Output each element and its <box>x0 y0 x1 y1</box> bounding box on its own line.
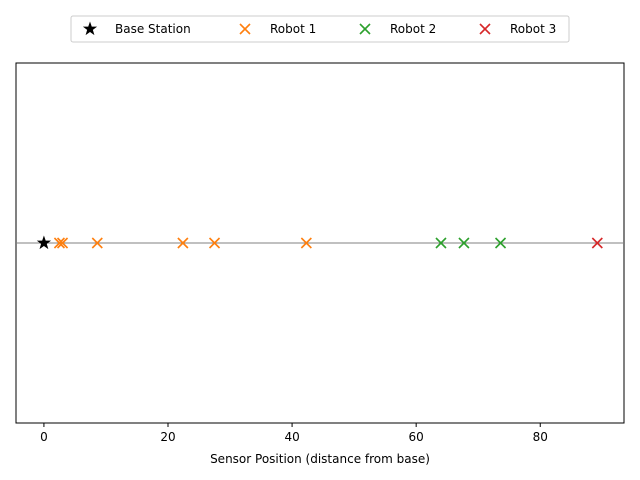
robot-3-point <box>591 237 603 249</box>
legend-label-base-station: Base Station <box>115 22 191 36</box>
robot-1-point-stroke-b <box>177 237 189 249</box>
legend-label-robot-2: Robot 2 <box>390 22 436 36</box>
legend-marker-robot-2 <box>359 23 371 35</box>
robot-2-point-stroke-b <box>458 237 470 249</box>
x-axis-ticks: 0 20 40 60 80 <box>40 423 548 444</box>
legend-marker-robot-3 <box>479 23 491 35</box>
x-tick-label: 80 <box>533 430 548 444</box>
legend-marker-robot-2-stroke-b <box>359 23 371 35</box>
legend-label-robot-1: Robot 1 <box>270 22 316 36</box>
robot-3-point-stroke-b <box>591 237 603 249</box>
legend-marker-base-station <box>82 21 98 36</box>
robot-1-point <box>300 237 312 249</box>
robot-1-point-stroke-b <box>56 237 69 249</box>
robot-1-point-stroke-b <box>208 237 221 249</box>
robot-2-point-stroke-b <box>435 237 447 249</box>
x-tick-label: 20 <box>160 430 175 444</box>
legend-label-robot-3: Robot 3 <box>510 22 556 36</box>
robot-1-point <box>53 237 65 249</box>
legend-marker-robot-3-stroke-b <box>479 23 491 35</box>
robot-1-point <box>56 237 69 249</box>
x-axis-label: Sensor Position (distance from base) <box>210 452 430 466</box>
data-points <box>36 235 603 250</box>
robot-1-point <box>177 237 189 249</box>
robot-1-point <box>208 237 221 249</box>
robot-2-point <box>458 237 470 249</box>
legend: Base Station Robot 1 Robot 2 Robot 3 <box>70 15 570 43</box>
robot-1-point-stroke-b <box>300 237 312 249</box>
x-tick-label: 0 <box>40 430 48 444</box>
robot-1-point <box>91 237 103 249</box>
legend-frame <box>70 15 570 43</box>
x-tick-label: 40 <box>284 430 299 444</box>
x-tick-label: 60 <box>409 430 424 444</box>
legend-marker-robot-1 <box>239 23 251 35</box>
robot-2-point <box>435 237 447 249</box>
robot-2-point-stroke-b <box>494 237 507 249</box>
legend-marker-robot-1-stroke-b <box>239 23 251 35</box>
robot-2-point <box>494 237 507 249</box>
base-station-point <box>36 235 52 250</box>
robot-1-point-stroke-b <box>53 237 65 249</box>
robot-1-point-stroke-b <box>91 237 103 249</box>
